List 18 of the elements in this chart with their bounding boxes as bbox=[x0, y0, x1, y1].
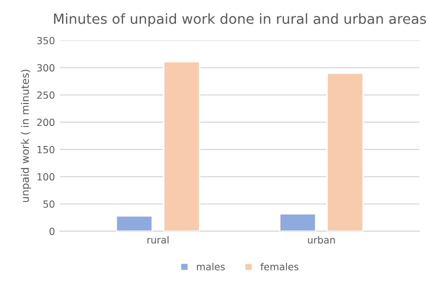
y-tick-label: 100 bbox=[38, 173, 54, 181]
bar bbox=[326, 72, 364, 232]
bar bbox=[116, 215, 153, 232]
bar bbox=[279, 213, 316, 232]
y-tick-label: 350 bbox=[37, 36, 54, 44]
y-tick-label: 200 bbox=[37, 118, 54, 126]
y-tick-label: 50 bbox=[43, 200, 54, 208]
y-tick-label: 0 bbox=[50, 228, 54, 236]
x-tick-label: rural bbox=[147, 236, 168, 244]
y-axis-title: unpaid work ( in minutes) bbox=[20, 70, 31, 202]
chart-title: Minutes of unpaid work done in rural and urban areas bbox=[54, 13, 426, 27]
bar bbox=[162, 61, 200, 232]
y-tick-label: 250 bbox=[37, 91, 54, 99]
legend-label: females bbox=[260, 262, 298, 270]
y-tick-label: 300 bbox=[37, 64, 54, 72]
legend-label: males bbox=[196, 262, 225, 270]
x-tick-label: urban bbox=[308, 236, 335, 244]
y-tick-label: 150 bbox=[38, 146, 54, 154]
